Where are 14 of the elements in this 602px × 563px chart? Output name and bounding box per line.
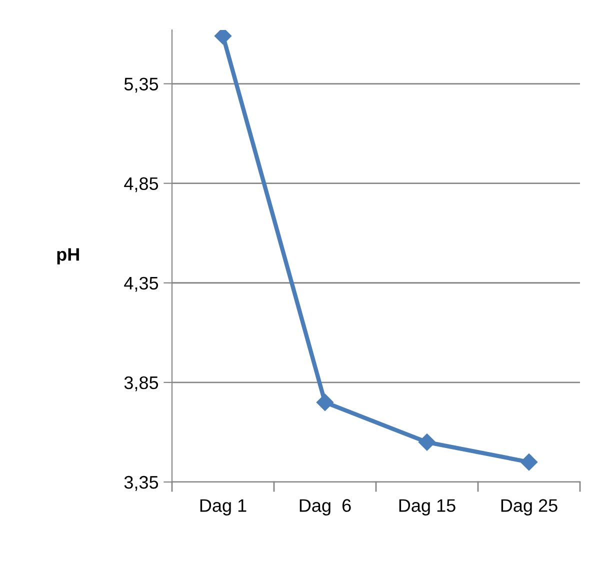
x-tick-label: Dag 1 (200, 499, 246, 516)
x-tick-label: Dag 6 (300, 499, 351, 516)
y-axis-title: pH (57, 248, 79, 264)
y-tick-label: 4,85 (124, 177, 158, 192)
y-tick-label: 3,35 (124, 476, 158, 491)
point (214, 30, 232, 45)
x-tick-label: Dag 25 (501, 499, 558, 516)
point (520, 454, 538, 471)
y-tick-label: 5,35 (124, 78, 158, 93)
x-tick-label: Dag 15 (399, 499, 456, 516)
y-tick-label: 4,35 (124, 276, 158, 292)
point (418, 434, 436, 451)
point (316, 394, 334, 411)
y-tick-label: 3,85 (124, 376, 158, 392)
